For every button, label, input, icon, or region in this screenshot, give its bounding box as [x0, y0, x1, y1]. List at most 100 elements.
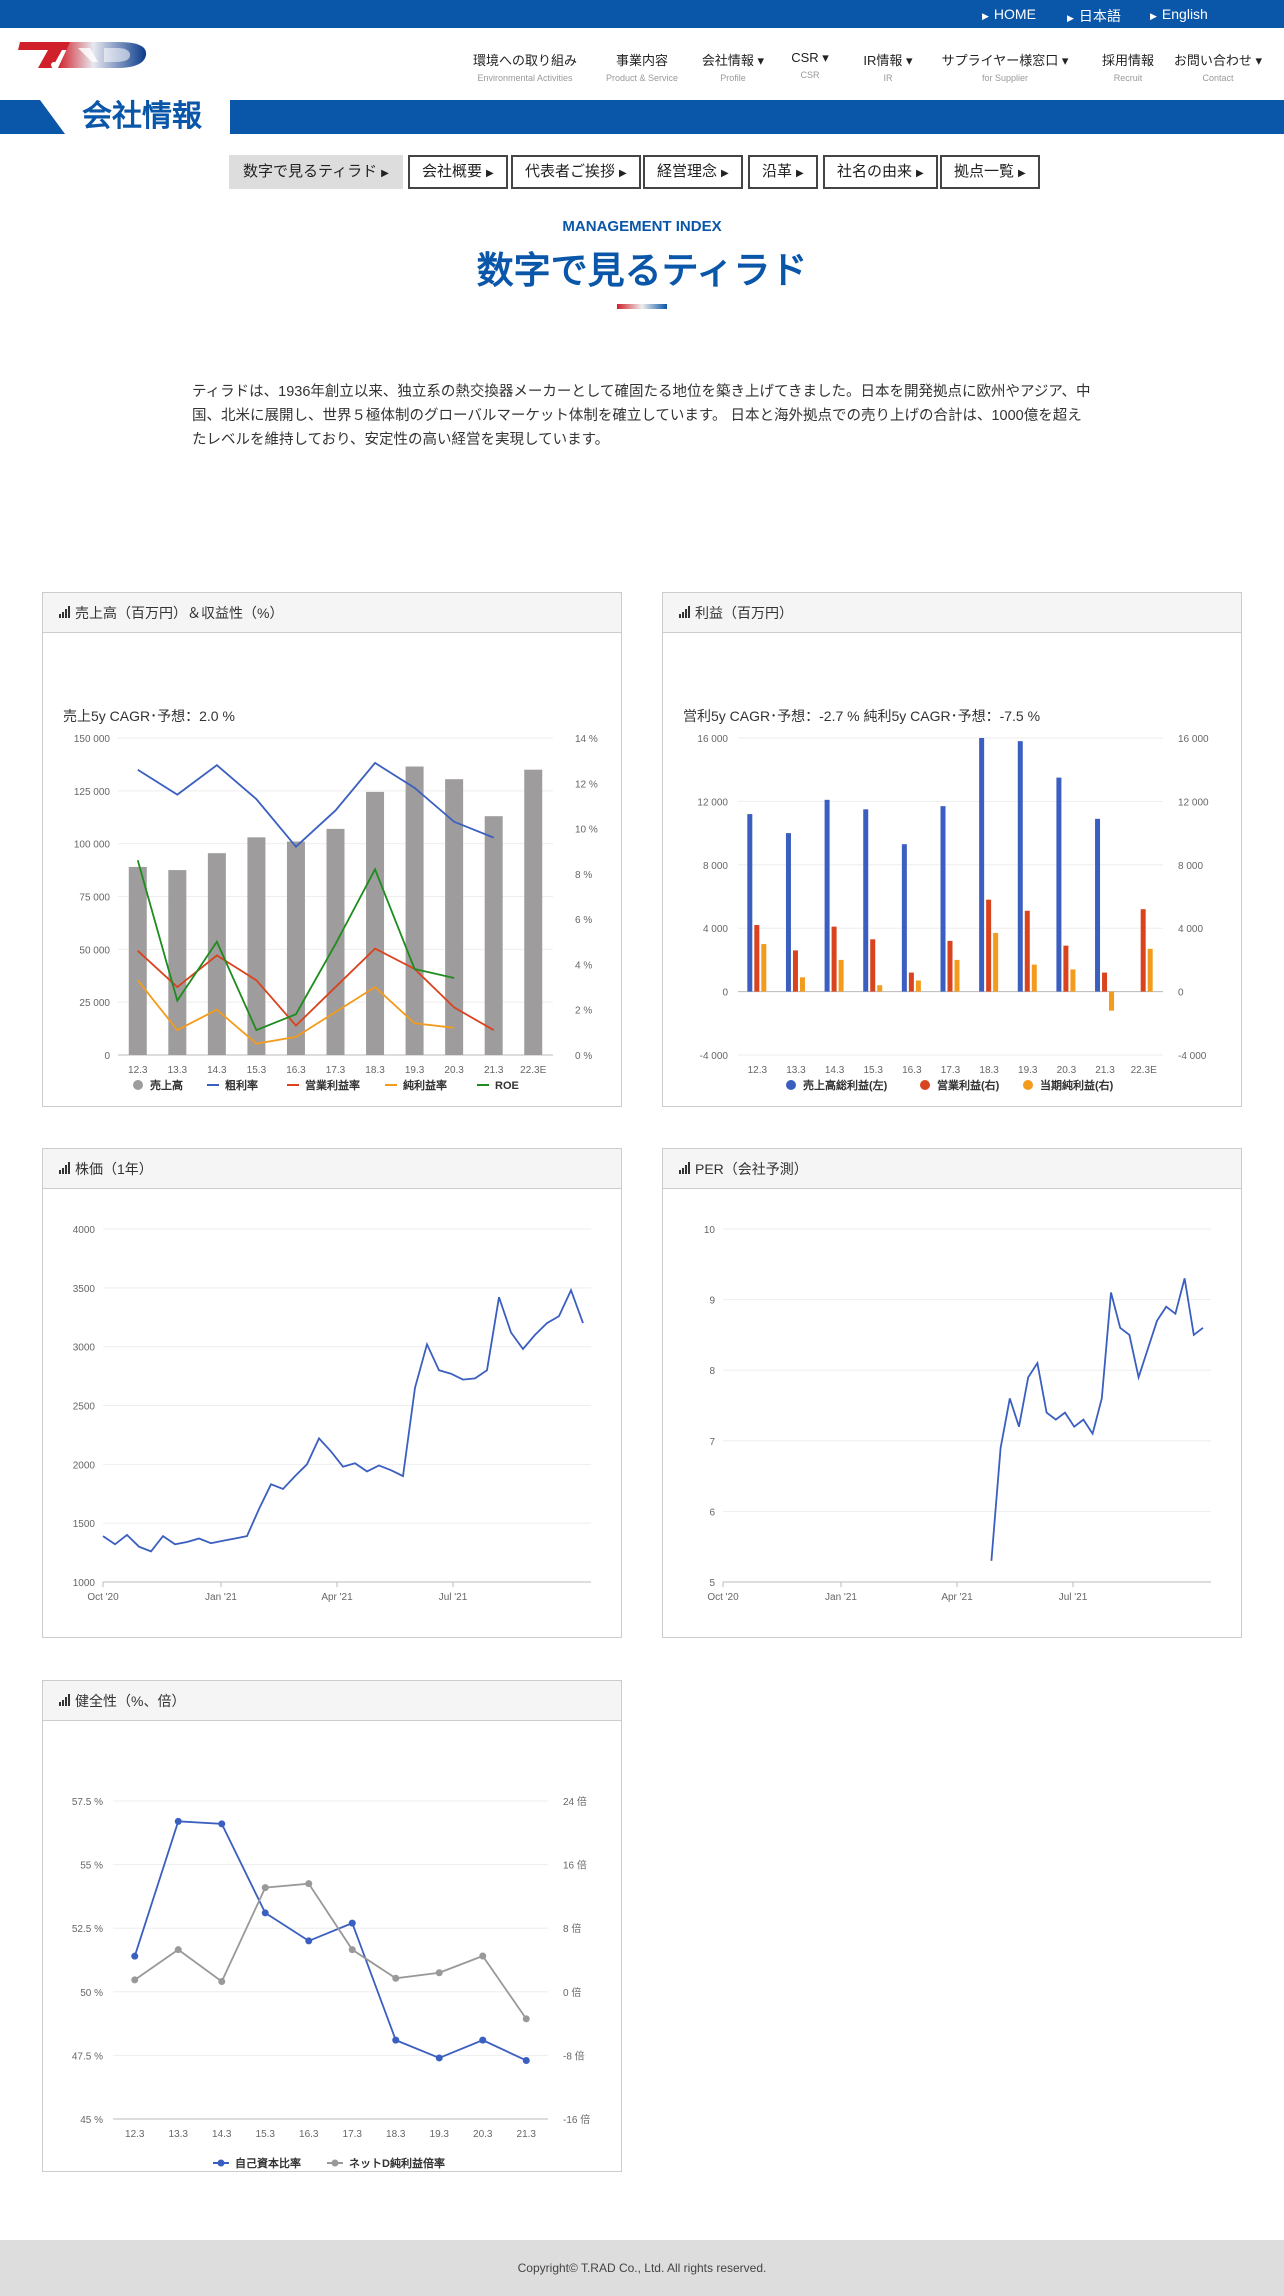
- page-title: 数字で見るティラド: [476, 250, 808, 291]
- legend-label: 営業利益率: [305, 1078, 360, 1092]
- x-tick-label: 14.3: [207, 1065, 227, 1076]
- subnav-tab-6[interactable]: 拠点一覧 ▶: [940, 155, 1040, 189]
- data-point: [131, 1976, 139, 1984]
- nav-item-sublabel: for Supplier: [981, 73, 1029, 83]
- x-tick-label: 16.3: [299, 2129, 319, 2140]
- bar-1: [986, 899, 992, 992]
- bar-0: [940, 806, 946, 992]
- japanese-link[interactable]: ▶ 日本語: [1067, 6, 1121, 26]
- y2-tick-label: 8 %: [575, 870, 592, 881]
- bar-0: [785, 833, 791, 992]
- y-tick-label: -4 000: [700, 1051, 729, 1062]
- sales-chart: 売上5y CAGR･予想：2.0 % 0 25 000 50 000 75 000 100…: [63, 708, 598, 1092]
- subnav-tab-label: 会社概要: [422, 163, 483, 180]
- y2-tick-label: 4 000: [1178, 924, 1203, 935]
- bar-2: [838, 959, 844, 992]
- y-tick-label: 57.5 %: [72, 1797, 103, 1808]
- nav-item-sublabel: IR: [883, 73, 893, 83]
- data-point: [261, 1884, 269, 1892]
- y-tick-label: 45 %: [80, 2115, 103, 2126]
- subnav-tab-3[interactable]: 経営理念 ▶: [643, 155, 743, 189]
- english-link[interactable]: ▶ English: [1150, 6, 1208, 22]
- caret-right-icon: ▶: [381, 168, 389, 179]
- bar-2: [1031, 964, 1037, 992]
- bar-1: [1024, 910, 1030, 992]
- footer-copyright: Copyright© T.RAD Co., Ltd. All rights re…: [0, 2240, 1284, 2296]
- subnav-tab-label: 経営理念: [657, 163, 718, 180]
- nav-item-label: 環境への取り組み: [472, 53, 577, 68]
- y-tick-label: 6: [709, 1507, 715, 1518]
- x-tick-label: 13.3: [169, 2129, 189, 2140]
- bar-sales: [168, 870, 187, 1055]
- panel-title: 売上高（百万円）＆収益性（%）: [75, 605, 284, 621]
- bar-sales: [286, 841, 305, 1055]
- subnav-tab-label: 沿革: [762, 163, 793, 180]
- x-tick-label: Oct '20: [707, 1592, 739, 1603]
- x-tick-label: 13.3: [786, 1065, 806, 1076]
- y-tick-label: 1000: [73, 1578, 96, 1589]
- y-tick-label: 9: [709, 1296, 715, 1307]
- y-tick-label: 7: [709, 1437, 715, 1448]
- bar-2: [993, 932, 999, 992]
- x-tick-label: 17.3: [343, 2129, 363, 2140]
- english-link-label: English: [1161, 6, 1208, 22]
- legend-marker: [786, 1080, 796, 1090]
- subnav-tab-label: 数字で見るティラド: [243, 163, 378, 180]
- x-tick-label: 14.3: [212, 2129, 232, 2140]
- bar-2: [1147, 948, 1153, 992]
- x-tick-label: Jan '21: [825, 1592, 857, 1603]
- y-tick-label: 150 000: [74, 734, 111, 745]
- legend-marker: [331, 2159, 339, 2167]
- nav-item-sublabel: Profile: [720, 73, 746, 83]
- data-point: [305, 1880, 313, 1888]
- nav-item-1[interactable]: 事業内容 Product & Service: [592, 50, 692, 83]
- subnav-tab-label: 社名の由来: [837, 163, 913, 180]
- legend-marker: [920, 1080, 930, 1090]
- nav-item-5[interactable]: サプライヤー様窓口 ▾ for Supplier: [935, 50, 1075, 83]
- data-point: [392, 1974, 400, 1982]
- bar-1: [831, 926, 837, 992]
- caret-right-icon: ▶: [1018, 168, 1026, 179]
- chart-title: 営利5y CAGR･予想：-2.7 % 純利5y CAGR･予想：-7.5 %: [683, 708, 1040, 724]
- nav-item-6[interactable]: 採用情報 Recruit: [1093, 50, 1163, 83]
- subnav-tab-2[interactable]: 代表者ご挨拶 ▶: [511, 155, 641, 189]
- x-tick-label: 14.3: [825, 1065, 845, 1076]
- x-tick-label: 13.3: [168, 1065, 188, 1076]
- nav-item-4[interactable]: IR情報 ▾ IR: [853, 50, 923, 83]
- data-point: [435, 2054, 443, 2062]
- subnav-tab-1[interactable]: 会社概要 ▶: [408, 155, 508, 189]
- trad-logo[interactable]: [18, 36, 150, 72]
- nav-item-7[interactable]: お問い合わせ ▾ Contact: [1168, 50, 1268, 83]
- x-tick-label: 21.3: [517, 2129, 537, 2140]
- nav-item-label: 会社情報 ▾: [701, 53, 765, 68]
- subnav-tab-0[interactable]: 数字で見るティラド ▶: [229, 155, 403, 189]
- y2-tick-label: 14 %: [575, 734, 598, 745]
- caret-right-icon: ▶: [1067, 13, 1074, 23]
- data-point: [479, 2036, 487, 2044]
- nav-item-sublabel: Environmental Activities: [477, 73, 573, 83]
- bar-chart-icon: [59, 593, 71, 633]
- nav-item-2[interactable]: 会社情報 ▾ Profile: [688, 50, 778, 83]
- x-tick-label: 18.3: [386, 2129, 406, 2140]
- x-tick-label: 19.3: [405, 1065, 425, 1076]
- bar-1: [1063, 945, 1069, 992]
- bar-sales: [128, 866, 147, 1055]
- data-point: [522, 2015, 530, 2023]
- y-tick-label: 52.5 %: [72, 1924, 103, 1935]
- home-link[interactable]: ▶ HOME: [982, 6, 1036, 22]
- y-tick-label: 1500: [73, 1519, 96, 1530]
- nav-item-0[interactable]: 環境への取り組み Environmental Activities: [455, 50, 595, 83]
- y-tick-label: 16 000: [697, 734, 728, 745]
- caret-right-icon: ▶: [982, 11, 989, 21]
- x-tick-label: 15.3: [247, 1065, 267, 1076]
- top-bar: ▶ HOME ▶ 日本語 ▶ English: [0, 0, 1284, 28]
- x-tick-label: Oct '20: [87, 1592, 119, 1603]
- subnav-tab-4[interactable]: 沿革 ▶: [748, 155, 818, 189]
- data-point: [174, 1817, 182, 1825]
- subnav-tab-5[interactable]: 社名の由来 ▶: [823, 155, 938, 189]
- nav-item-3[interactable]: CSR ▾ CSR: [780, 50, 840, 80]
- series-line: [136, 860, 455, 1032]
- y2-tick-label: 8 倍: [563, 1922, 581, 1935]
- y2-tick-label: 4 %: [575, 960, 592, 971]
- per-chart: 5 6 7 8 9 10 Oct '20 Jan '21 Apr '21 Jul '21: [704, 1225, 1211, 1603]
